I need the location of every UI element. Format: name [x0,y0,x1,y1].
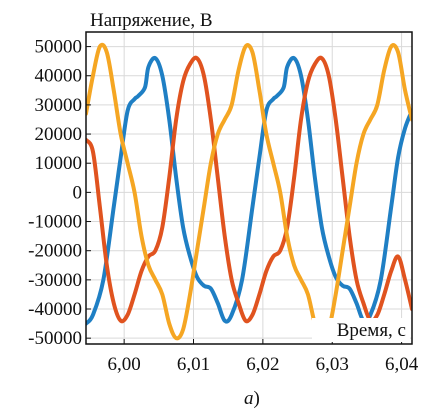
y-tick-label: 50000 [35,37,83,58]
x-tick-label: 6,03 [316,354,349,375]
series-line-1 [86,56,412,326]
y-axis-label: Напряжение, В [90,10,213,31]
y-ticks: 50000 40000 30000 20000 10000 0 -10000 -20000 -3… [28,37,91,349]
x-axis-label-bg [312,318,410,342]
caption-suffix: ) [254,388,260,409]
series-line-2 [86,55,412,324]
grid [86,32,412,344]
y-tick-label: -50000 [28,328,82,349]
figure-caption: a) [244,388,260,409]
x-tick-label: 6,04 [385,354,419,375]
y-tick-label: 30000 [35,95,83,116]
y-tick-label: 20000 [35,124,83,145]
series-group [86,42,412,341]
x-tick-label: 6,00 [108,354,141,375]
y-tick-label: -20000 [28,241,82,262]
y-tick-label: 40000 [35,66,83,87]
series-line-3 [86,42,412,341]
y-tick-label: -30000 [28,270,82,291]
plot-frame [85,31,413,345]
y-tick-label: -10000 [28,212,82,233]
x-tick-label: 6,02 [246,354,279,375]
y-tick-label: 10000 [35,153,83,174]
y-tick-label: -40000 [28,299,82,320]
y-tick-label: 0 [73,182,83,203]
caption-letter: a [244,388,254,409]
x-axis-label: Время, с [337,320,406,341]
x-ticks: 6,00 6,01 6,02 6,03 6,04 [108,339,419,375]
x-tick-label: 6,01 [177,354,210,375]
